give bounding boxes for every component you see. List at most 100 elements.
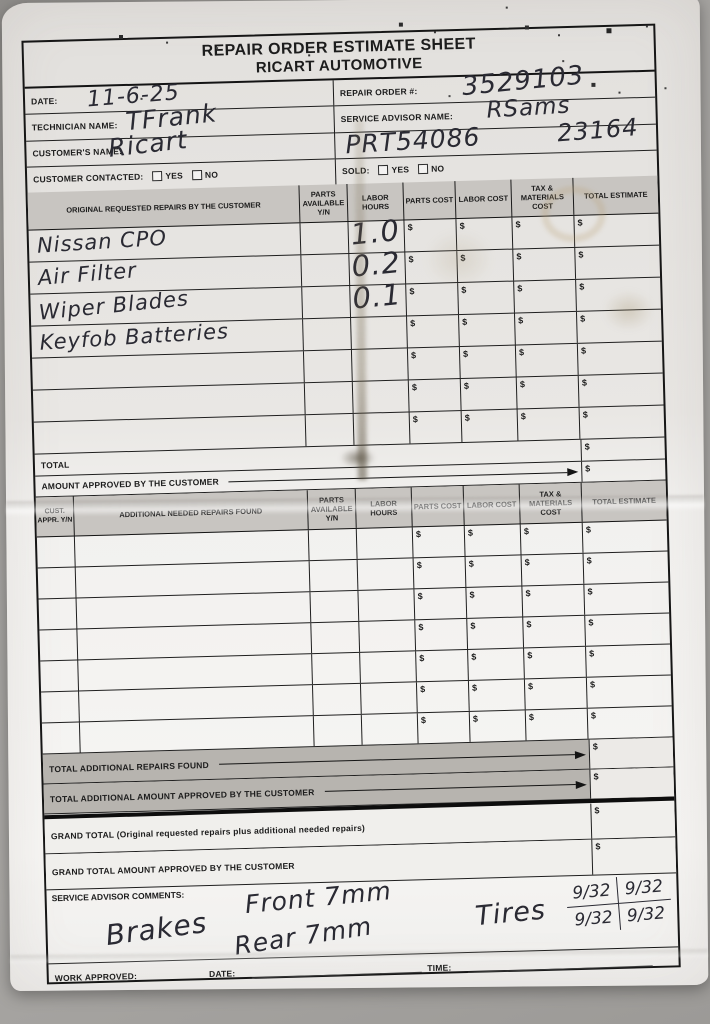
dollar-sign: $ — [579, 281, 585, 292]
front-brakes-handwritten-note: Front 7mm — [243, 876, 393, 920]
cust-appr-cell — [41, 691, 80, 723]
dollar-sign: $ — [526, 619, 532, 630]
labor-hours-cell — [359, 620, 417, 652]
labor-hours-handwritten: 0.1 — [350, 276, 404, 316]
total-additional-approved-cell: $ — [589, 767, 675, 799]
dollar-sign: $ — [462, 348, 469, 359]
yes-label: YES — [165, 170, 184, 182]
dollar-sign: $ — [407, 222, 413, 233]
dollar-sign: $ — [589, 679, 596, 690]
amount-approved-cell: $ — [581, 459, 666, 482]
parts-cost-cell: $ — [417, 711, 471, 744]
dollar-sign: $ — [595, 841, 601, 852]
total-estimate-cell: $ — [580, 406, 665, 439]
repair-description-cell — [75, 561, 311, 598]
parts-available-cell — [302, 285, 352, 319]
parts-available-cell — [308, 528, 358, 561]
dollar-sign: $ — [587, 586, 593, 597]
tax-materials-cost-cell: $ — [522, 584, 586, 617]
dollar-sign: $ — [518, 347, 525, 358]
dollar-sign: $ — [464, 412, 470, 423]
dollar-sign: $ — [593, 771, 599, 782]
tax-materials-cost-cell: $ — [516, 375, 580, 409]
service-advisor-label: SERVICE ADVISOR NAME: — [340, 111, 454, 125]
amount-approved-label: AMOUNT APPROVED BY THE CUSTOMER — [41, 476, 220, 492]
dollar-sign: $ — [581, 377, 588, 388]
labor-cost-cell: $ — [464, 524, 522, 556]
labor-cost-cell: $ — [457, 249, 515, 283]
labor-hours-cell — [360, 651, 417, 683]
dollar-sign: $ — [589, 648, 595, 659]
header-tax-materials-cost: TAX & MATERIALS COST — [519, 482, 583, 524]
parts-cost-cell: $ — [414, 587, 468, 620]
dollar-sign: $ — [527, 681, 534, 692]
customer-contacted-no-checkbox — [191, 170, 203, 181]
header-labor-hours: LABOR HOURS — [355, 487, 413, 528]
tread-rear-right-value: 9/32 — [626, 903, 666, 927]
date-label: DATE: — [30, 95, 58, 107]
repair-description-cell — [76, 592, 312, 629]
parts-available-cell — [301, 253, 351, 287]
tax-materials-cost-cell: $ — [515, 343, 579, 377]
labor-cost-cell: $ — [466, 586, 524, 618]
grand-total-cell: $ — [590, 801, 676, 839]
labor-hours-cell: 0.2 — [349, 245, 407, 285]
repair-description-handwritten: Air Filter — [36, 258, 138, 290]
repair-description-cell — [79, 685, 314, 722]
labor-cost-cell: $ — [465, 555, 523, 587]
no-label: NO — [204, 169, 219, 181]
total-estimate-cell: $ — [579, 374, 664, 407]
customer-contacted-label: CUSTOMER CONTACTED: — [33, 171, 144, 185]
tax-materials-cost-cell: $ — [513, 247, 577, 281]
date-handwritten-value: 11-6-25 — [86, 80, 181, 113]
total-label: TOTAL — [40, 459, 70, 470]
sold-yes-label: YES — [391, 164, 410, 176]
tread-rear-left-value: 9/32 — [567, 903, 622, 934]
labor-cost-cell: $ — [459, 345, 517, 379]
parts-available-cell — [310, 590, 360, 623]
technician-label: TECHNICIAN NAME: — [31, 120, 118, 133]
dollar-sign: $ — [410, 350, 417, 361]
parts-available-cell — [312, 683, 362, 716]
tax-materials-cost-cell: $ — [520, 522, 584, 555]
repair-description-handwritten: Wiper Blades — [37, 286, 190, 325]
labor-hours-cell — [360, 682, 418, 714]
dollar-sign: $ — [528, 712, 535, 723]
labor-hours-cell — [353, 412, 411, 445]
labor-hours-handwritten: 0.2 — [350, 244, 403, 284]
repair-description-cell — [77, 623, 313, 660]
cust-appr-cell — [41, 722, 81, 754]
dollar-sign: $ — [411, 382, 418, 393]
total-additional-approved-label: TOTAL ADDITIONAL AMOUNT APPROVED BY THE … — [49, 786, 315, 804]
parts-cost-cell: $ — [413, 556, 467, 589]
parts-cost-cell: $ — [409, 411, 463, 444]
arrow-line — [218, 754, 575, 765]
parts-available-cell — [309, 559, 359, 592]
paper-sheet: REPAIR ORDER ESTIMATE SHEET RICART AUTOM… — [1, 0, 709, 992]
header-parts-cost: PARTS COST — [411, 485, 465, 527]
header-labor-hours: LABOR HOURS — [347, 182, 405, 222]
dollar-sign: $ — [517, 283, 523, 294]
dollar-sign: $ — [524, 557, 530, 568]
labor-cost-cell: $ — [469, 710, 527, 742]
tax-materials-cost-cell: $ — [525, 708, 589, 741]
total-estimate-cell: $ — [587, 675, 672, 707]
dollar-sign: $ — [590, 710, 597, 721]
cust-appr-cell — [40, 660, 80, 692]
arrow-line — [228, 471, 568, 482]
dollar-sign: $ — [419, 684, 426, 695]
time-signature-line — [467, 955, 653, 973]
sold-yes-checkbox — [378, 165, 389, 176]
header-parts-available: PARTS AVAILABLE Y/N — [299, 184, 349, 223]
tax-materials-cost-cell: $ — [514, 279, 577, 313]
info-left-column: DATE: 11-6-25 TECHNICIAN NAME: TFrank CU… — [24, 80, 336, 192]
labor-hours-cell — [356, 527, 414, 559]
additional-repairs-table-body: $ $ $ $ $ $ $ $ $ $ $ $ $ $ $ $ $ $ $ $ $ $ $ $ $ $ $ $ — [36, 520, 673, 755]
dollar-sign: $ — [580, 313, 586, 324]
dollar-sign: $ — [408, 254, 414, 265]
dollar-sign: $ — [527, 650, 533, 661]
tires-handwritten-note: Tires — [473, 894, 548, 933]
total-estimate-cell: $ — [586, 644, 671, 676]
labor-hours-cell: 1.0 — [348, 213, 406, 253]
